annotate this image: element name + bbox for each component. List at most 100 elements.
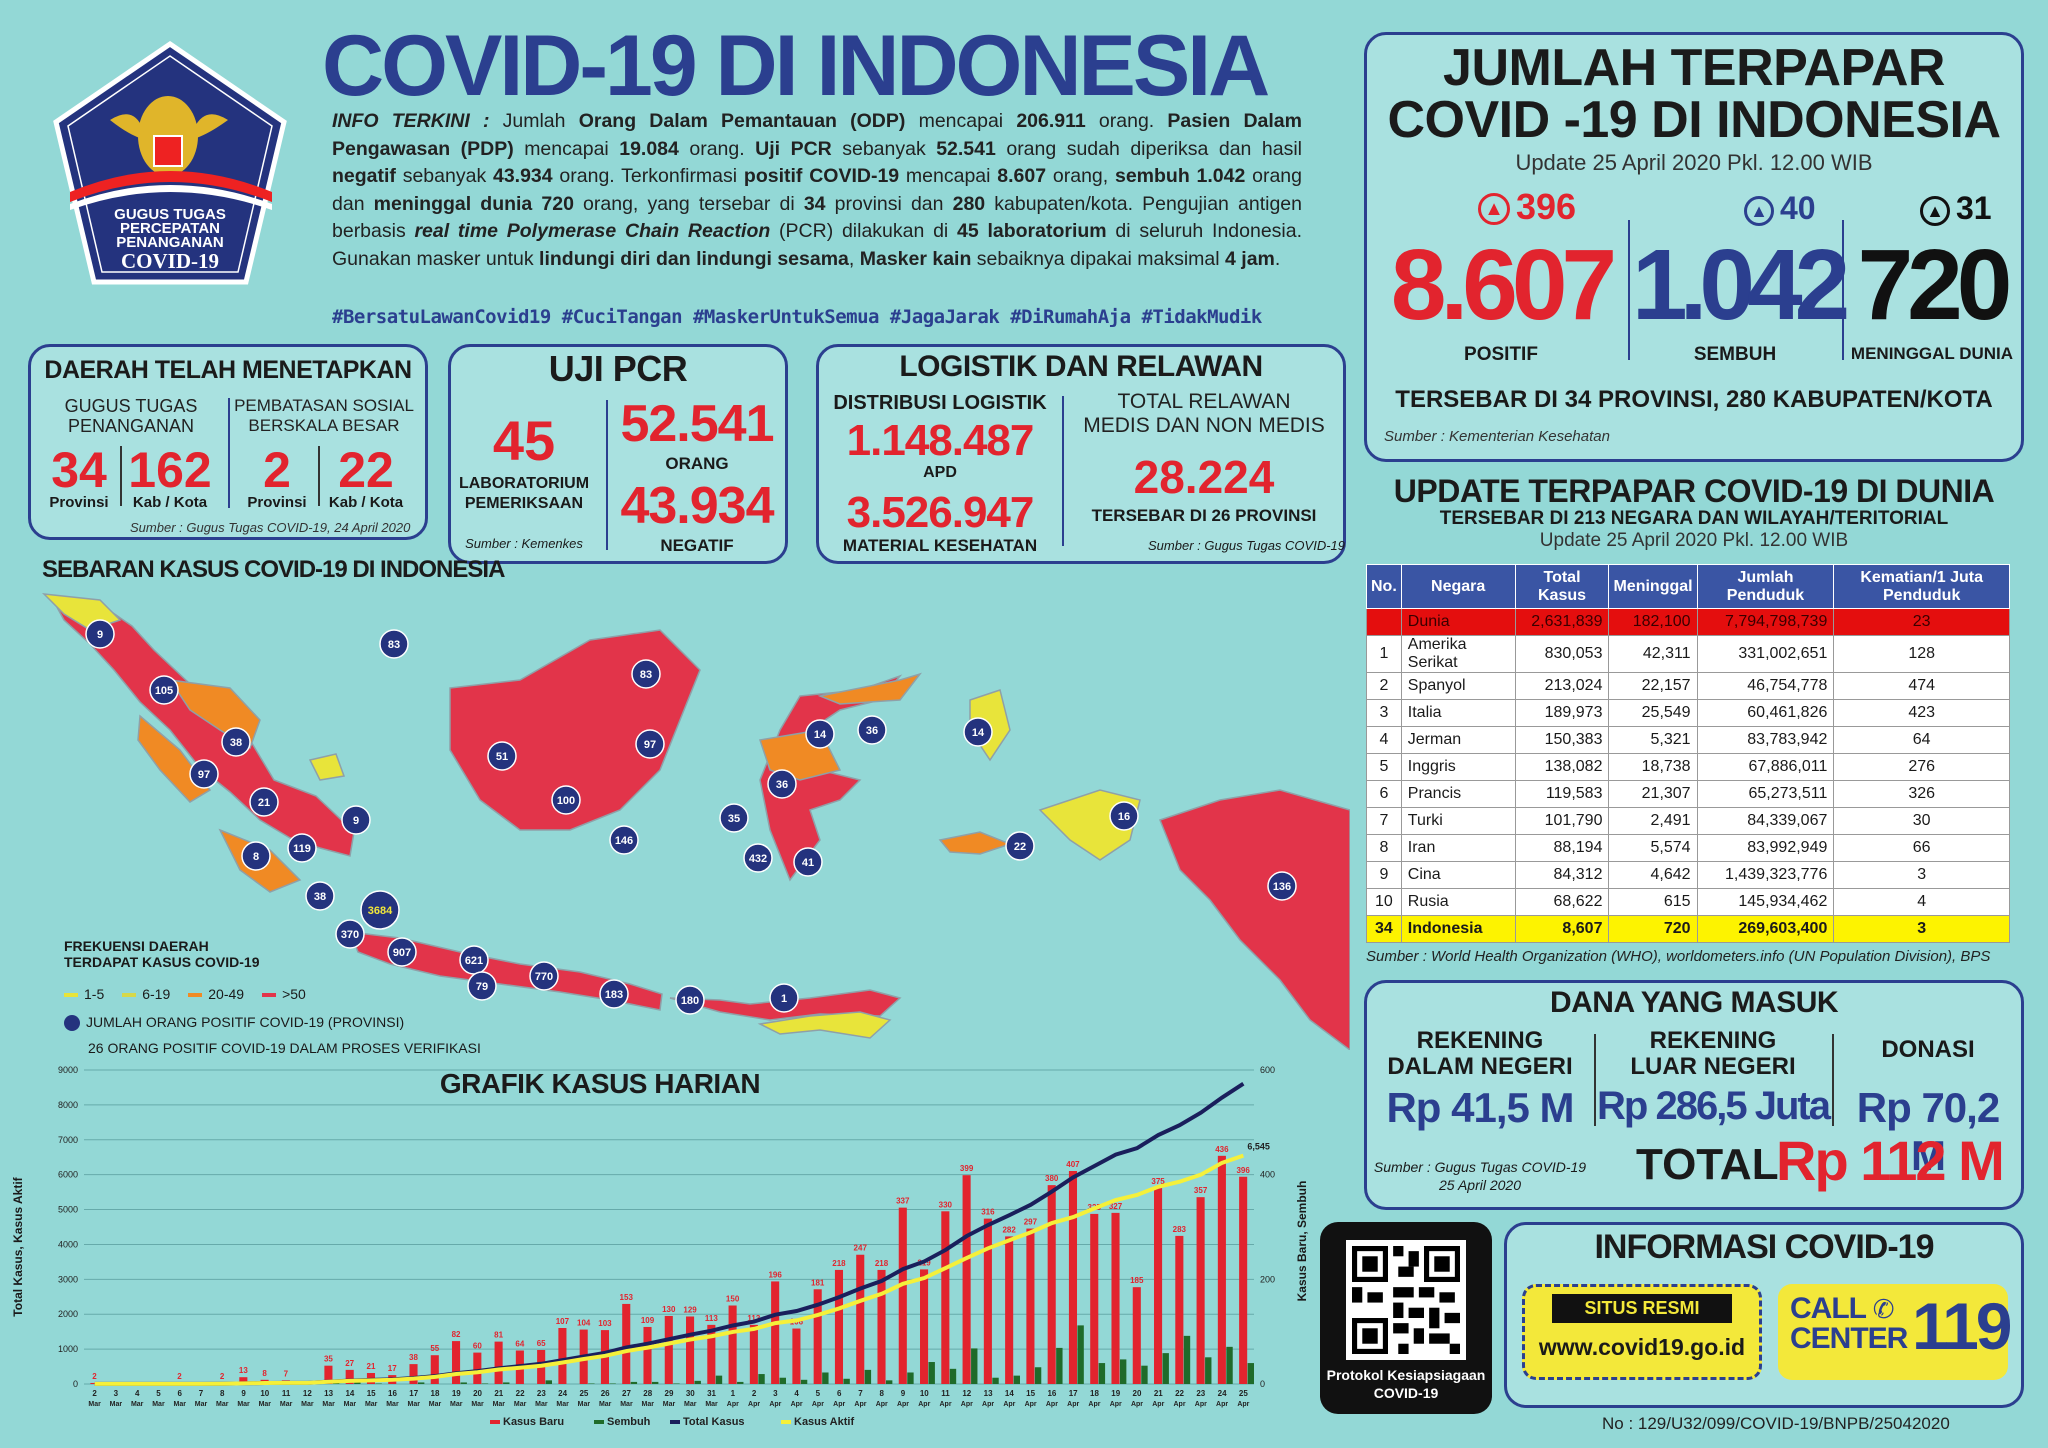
qr-label: COVID-19 [1373,1385,1439,1401]
table-cell: Italia [1400,699,1516,727]
map-marker-label: 136 [1273,881,1291,893]
table-cell: 4 [1366,726,1402,754]
info-strong: sembuh 1.042 [1114,165,1246,187]
daerah-title: DAERAH TELAH MENETAPKAN [44,356,412,384]
bar-kasus-baru [941,1211,950,1384]
x-tick-label: Mar [344,1401,357,1408]
table-cell: 84,312 [1514,861,1610,889]
bar-kasus-baru [473,1352,482,1384]
x-tick-label: 23 [537,1389,546,1398]
daerah-num: 162 [128,442,212,498]
info-strong: Pasien Dalam Pengawasan (PDP) [332,110,1302,160]
legend-text: 1-5 [84,986,105,1002]
table-cell [1366,608,1402,636]
map-marker-label: 3684 [368,905,393,917]
x-tick-label: 17 [1069,1389,1078,1398]
call-center-number[interactable]: 119 [1912,1289,2012,1363]
positif-increase-value: 396 [1516,186,1577,227]
table-cell: 3 [1366,699,1402,727]
bar-sembuh [460,1382,467,1384]
situs-resmi-link[interactable]: www.covid19.go.id [1538,1334,1746,1360]
bar-kasus-baru [707,1324,716,1384]
bar-label: 35 [324,1355,333,1364]
info-strong: positif COVID-19 [743,165,900,187]
info-strong: real time Polymerase Chain Reaction [414,220,771,242]
y-tick-left: 6000 [58,1170,78,1180]
bar-kasus-baru [1047,1185,1056,1384]
bar-label: 330 [939,1200,953,1209]
map-marker: 8 [241,841,271,871]
x-tick-label: 17 [409,1389,418,1398]
map-marker-dot [769,983,799,1013]
map-marker-dot [287,833,317,863]
x-tick-label: 13 [324,1389,333,1398]
up-arrow-icon: ▲ [1920,195,1950,226]
x-tick-label: Apr [1216,1401,1228,1408]
table-cell: 150,383 [1514,726,1610,754]
info-text: orang. [678,137,756,160]
map-marker-label: 97 [198,769,210,781]
bar-sembuh [694,1380,701,1384]
x-tick-label: Mar [301,1401,314,1408]
bar-kasus-baru [856,1254,865,1384]
legend-text: 20-49 [208,986,245,1002]
bar-label: 282 [1002,1225,1016,1234]
dana-donasi: Rp 70,2 M [1856,1084,2000,1179]
call-center-box[interactable] [1778,1284,2008,1380]
positif-increase: ▲ 396 [1478,186,1576,228]
bar-label: 153 [620,1293,634,1302]
dana-source: 25 April 2020 [1439,1177,1521,1193]
divider [120,446,122,506]
bar-kasus-baru [877,1269,886,1384]
info-strong: Masker kain [859,247,972,270]
bar-label: 60 [473,1342,482,1351]
logistik-dist: DISTRIBUSI LOGISTIK [833,392,1047,414]
info-text: sebanyak [831,137,937,160]
map-marker: 3684 [360,890,400,930]
qr-code-icon[interactable] [1346,1240,1466,1360]
x-tick-label: Apr [897,1401,909,1408]
map-marker-label: 9 [353,815,359,827]
x-tick-label: 4 [794,1389,799,1398]
logistik-material: 3.526.947 [846,488,1035,537]
x-tick-label: Mar [471,1401,484,1408]
hashtags: #BersatuLawanCovid19 #CuciTangan #Masker… [332,306,1262,328]
map-marker: 9 [85,619,115,649]
x-tick-label: Apr [982,1401,994,1408]
y-tick-right: 600 [1260,1065,1275,1075]
daerah-num: 22 [338,442,394,498]
map-marker: 180 [675,985,705,1015]
x-tick-label: Apr [876,1401,888,1408]
x-tick-label: 5 [156,1389,161,1398]
daerah-num: 2 [263,442,291,498]
map-marker: 83 [631,659,661,689]
bar-label: 64 [515,1340,524,1349]
bar-label: 55 [430,1344,439,1353]
daerah-label: BERSKALA BESAR [248,416,400,435]
table-cell: 23 [1833,608,2010,636]
table-cell: Cina [1400,861,1516,889]
jumlah-source: Sumber : Kementerian Kesehatan [1384,428,1610,445]
bar-label: 380 [1045,1174,1059,1183]
map-marker-dot [335,919,365,949]
map-marker-label: 35 [728,813,740,825]
table-row: 7 Turki 101,790 2,491 84,339,067 30 [1366,807,2010,835]
table-cell: 326 [1833,780,2010,808]
table-row: 1 Amerika Serikat 830,053 42,311 331,002,651… [1366,635,2010,673]
map-marker-dot [379,629,409,659]
bar-sembuh [843,1378,850,1384]
informasi-title: INFORMASI COVID-19 [1594,1228,1934,1266]
table-cell: 189,973 [1514,699,1610,727]
x-tick-label: 28 [643,1389,652,1398]
up-arrow-icon: ▲ [1478,193,1510,226]
bar-label: 21 [367,1362,376,1371]
x-tick-label: Apr [1110,1401,1122,1408]
jumlah-title-1: JUMLAH TERPAPAR [1443,39,1945,97]
bar-kasus-baru [771,1281,780,1384]
info-strong: Orang Dalam Pemantauan (ODP) [578,110,906,132]
x-tick-label: Mar [514,1401,527,1408]
map-marker-dot [1005,831,1035,861]
table-cell: 119,583 [1514,780,1610,808]
map-marker-label: 38 [230,737,242,749]
x-tick-label: 20 [1133,1389,1142,1398]
